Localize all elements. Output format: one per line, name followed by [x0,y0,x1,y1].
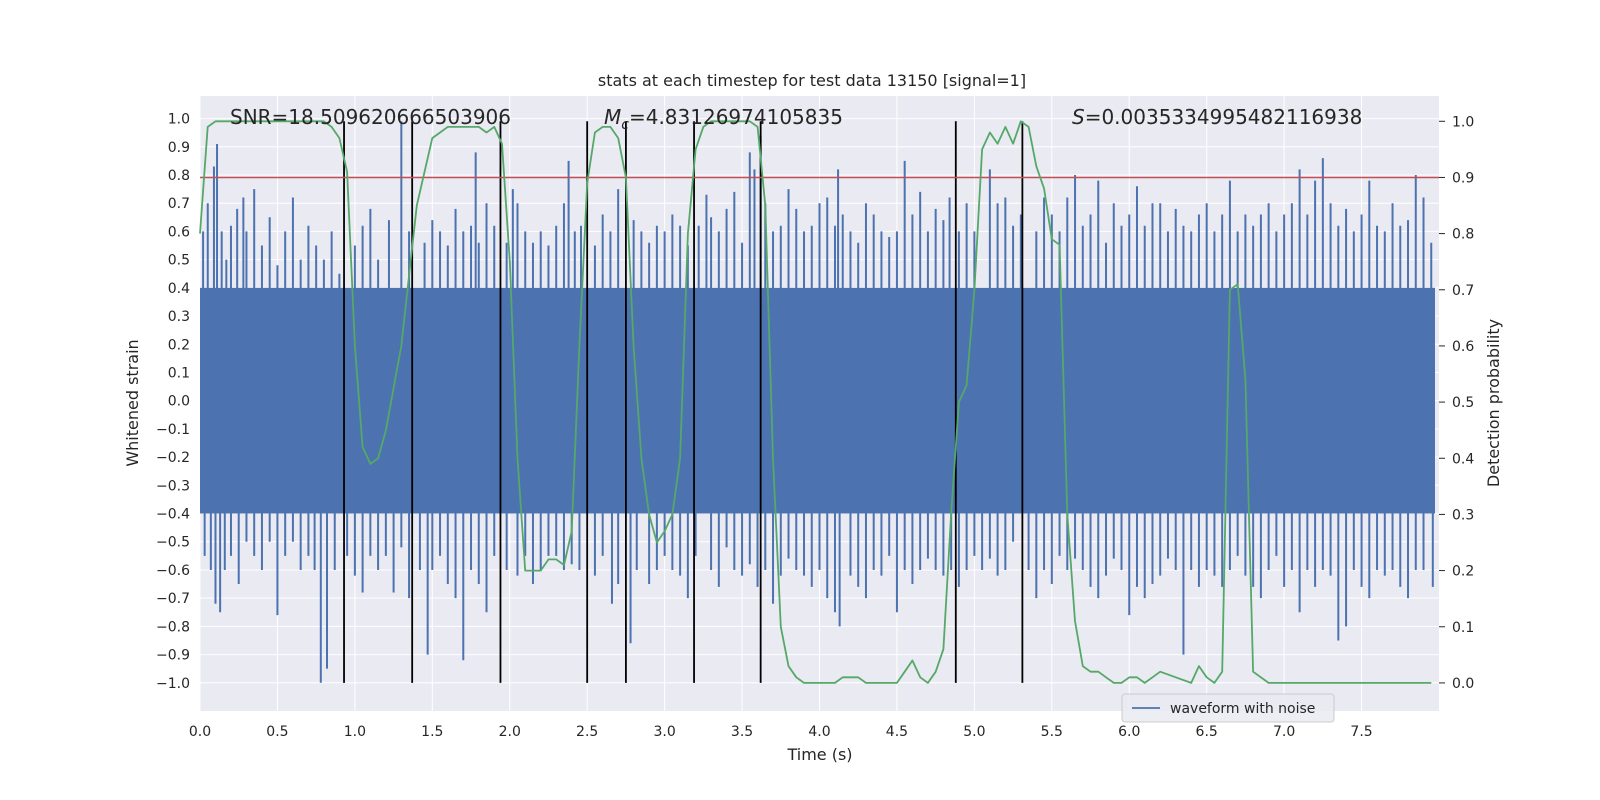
x-tick-label-9: 4.5 [886,724,908,740]
y2-tick-label-4: 0.4 [1452,451,1474,467]
chirp-mass-annotation: Mc=4.83126974105835 [604,105,843,133]
s-symbol: S [1072,105,1085,129]
y2-axis-ticks: 0.0 0.1 0.2 0.3 0.4 0.5 0.6 0.7 0.8 0.9 1.0 [1439,114,1474,692]
y2-tick-label-9: 0.9 [1452,170,1474,186]
y-tick-label-15: 0.5 [168,253,190,269]
y-tick-label-2: −0.8 [156,619,190,635]
x-axis-ticks: 0.0 0.5 1.0 1.5 2.0 2.5 3.0 3.5 4.0 4.5 5.0 5.5 6.0 6… [189,724,1373,740]
snr-annotation: SNR=18.509620666503906 [230,105,511,129]
y-tick-label-14: 0.4 [168,281,190,297]
y-tick-label-20: 1.0 [168,112,190,128]
y-tick-label-4: −0.6 [156,563,190,579]
y-tick-label-3: −0.7 [156,591,190,607]
y-tick-label-7: −0.3 [156,478,190,494]
y-axis-ticks: −1.0 −0.9 −0.8 −0.7 −0.6 −0.5 −0.4 −0.3 −0.2 −0.1… [156,112,190,692]
probability-series [199,120,1432,684]
chart-title: stats at each timestep for test data 131… [598,71,1026,90]
x-tick-label-0: 0.0 [189,724,211,740]
x-tick-label-13: 6.5 [1196,724,1218,740]
y-tick-label-9: −0.1 [156,422,190,438]
y2-tick-label-10: 1.0 [1452,114,1474,130]
y-tick-label-17: 0.7 [168,196,190,212]
x-tick-label-3: 1.5 [421,724,443,740]
x-tick-label-15: 7.5 [1350,724,1372,740]
y-tick-label-10: 0.0 [168,394,190,410]
vertical-lines [343,121,1024,683]
x-tick-label-11: 5.5 [1041,724,1063,740]
x-tick-label-8: 4.0 [808,724,830,740]
waveform-band [200,287,1435,514]
x-tick-label-4: 2.0 [499,724,521,740]
y2-tick-label-2: 0.2 [1452,564,1474,580]
legend-label: waveform with noise [1170,701,1315,717]
y-tick-label-0: −1.0 [156,676,190,692]
s-annotation: S=0.0035334995482116938 [1072,105,1362,129]
legend: waveform with noise [1121,693,1335,723]
y2-tick-label-5: 0.5 [1452,395,1474,411]
y2-tick-label-8: 0.8 [1452,227,1474,243]
x-tick-label-12: 6.0 [1118,724,1140,740]
y-tick-label-6: −0.4 [156,507,190,523]
y2-tick-label-7: 0.7 [1452,283,1474,299]
y-tick-label-18: 0.8 [168,168,190,184]
x-tick-label-5: 2.5 [576,724,598,740]
x-tick-label-7: 3.5 [731,724,753,740]
x-tick-label-14: 7.0 [1273,724,1295,740]
y-tick-label-8: −0.2 [156,450,190,466]
x-axis-label: Time (s) [786,745,852,764]
y2-tick-label-3: 0.3 [1452,507,1474,523]
chirp-mass-subscript: c [621,117,629,133]
y2-tick-label-6: 0.6 [1452,339,1474,355]
chirp-mass-symbol: M [604,105,621,129]
chirp-mass-value: =4.83126974105835 [629,105,843,129]
probability-line [199,120,1432,684]
y-tick-label-5: −0.5 [156,535,190,551]
y-tick-label-11: 0.1 [168,365,190,381]
s-value: =0.0035334995482116938 [1085,105,1363,129]
y-tick-label-13: 0.3 [168,309,190,325]
y-tick-label-19: 0.9 [168,140,190,156]
y2-tick-label-0: 0.0 [1452,676,1474,692]
y2-axis-label: Detection probability [1484,319,1503,487]
y-tick-label-16: 0.6 [168,224,190,240]
y-tick-label-1: −0.9 [156,648,190,664]
y-tick-label-12: 0.2 [168,337,190,353]
x-tick-label-1: 0.5 [266,724,288,740]
x-tick-label-10: 5.0 [963,724,985,740]
y2-tick-label-1: 0.1 [1452,620,1474,636]
legend-box [1121,693,1335,723]
x-tick-label-2: 1.0 [344,724,366,740]
y-axis-label: Whitened strain [123,339,142,466]
x-tick-label-6: 3.0 [653,724,675,740]
